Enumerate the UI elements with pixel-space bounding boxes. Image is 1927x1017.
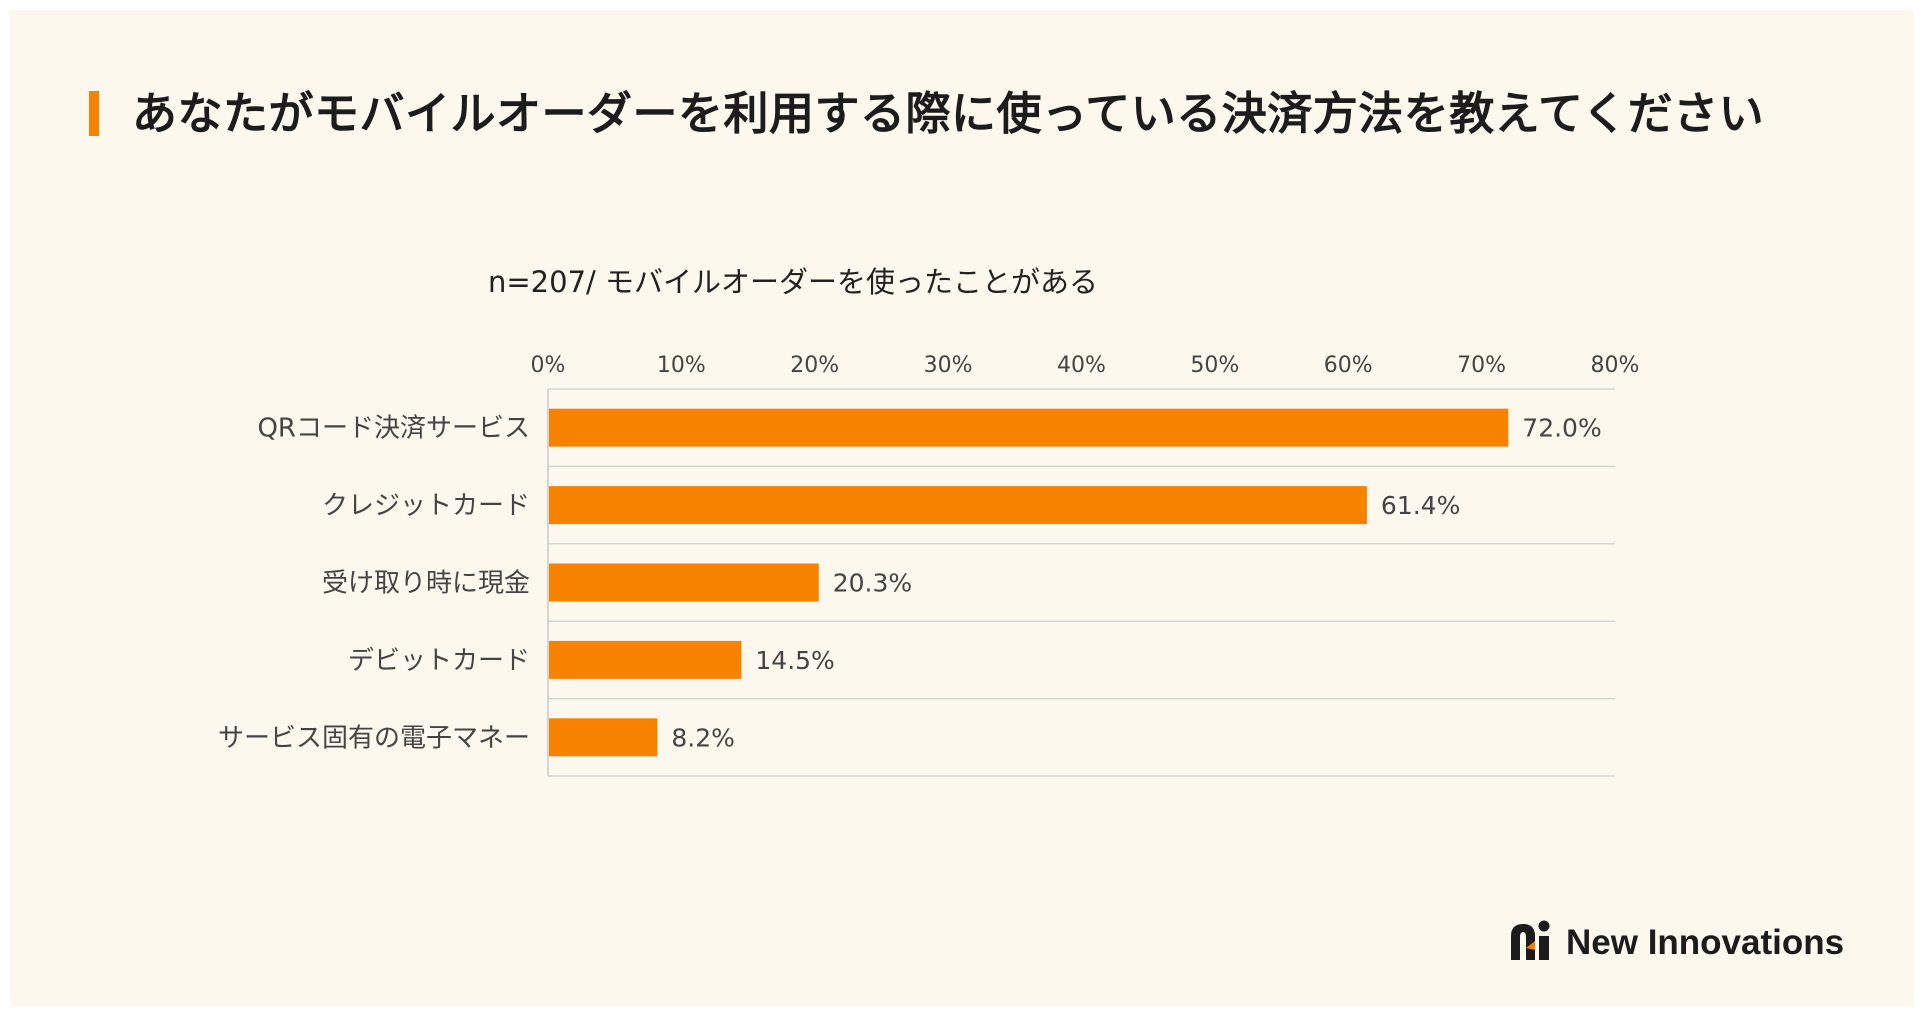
category-label: 受け取り時に現金 — [322, 569, 530, 599]
x-tick-label: 40% — [1057, 353, 1106, 378]
x-tick-label: 20% — [790, 353, 839, 378]
new-innovations-logo-mark-icon — [1511, 920, 1550, 960]
x-tick-label: 30% — [924, 353, 973, 378]
x-tick-label: 80% — [1591, 353, 1640, 378]
data-label: 8.2% — [671, 723, 735, 752]
chart-subtitle: n=207/ モバイルオーダーを使ったことがある — [488, 265, 1099, 299]
data-label: 61.4% — [1381, 491, 1460, 520]
bar — [549, 718, 658, 757]
bar — [549, 563, 819, 602]
x-tick-label: 50% — [1190, 353, 1239, 378]
data-label: 72.0% — [1522, 414, 1601, 443]
category-label: クレジットカード — [322, 491, 530, 521]
category-label: デビットカード — [348, 646, 530, 676]
data-label: 14.5% — [755, 646, 834, 675]
x-tick-label: 0% — [531, 353, 566, 378]
brand-name: New Innovations — [1566, 923, 1845, 962]
x-tick-label: 10% — [657, 353, 706, 378]
bar — [549, 486, 1367, 525]
x-tick-label: 60% — [1324, 353, 1373, 378]
bar — [549, 408, 1509, 447]
bar — [549, 640, 742, 679]
category-label: サービス固有の電子マネー — [218, 723, 530, 753]
data-label: 20.3% — [833, 569, 912, 598]
title-accent-bar — [89, 91, 99, 136]
category-label: QRコード決済サービス — [257, 414, 530, 444]
page-title: あなたがモバイルオーダーを利用する際に使っている決済方法を教えてください — [132, 87, 1765, 140]
x-tick-label: 70% — [1457, 353, 1506, 378]
